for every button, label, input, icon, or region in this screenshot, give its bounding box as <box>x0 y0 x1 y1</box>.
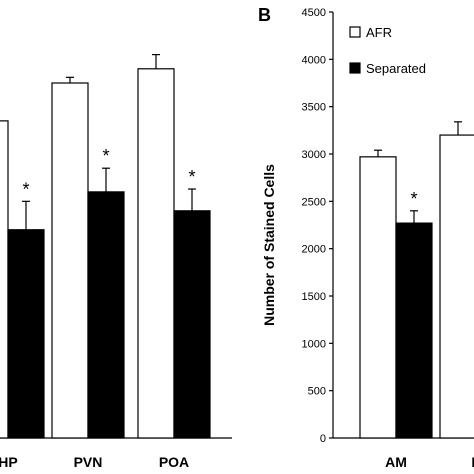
bar-pvn-afr <box>51 82 89 439</box>
bar-pvn-separated <box>87 191 125 439</box>
bar-poa-afr <box>137 68 175 439</box>
y-tick-label-4000: 4000 <box>302 54 326 66</box>
category-label-pvn: PVN <box>74 454 103 470</box>
y-tick-label-1000: 1000 <box>302 338 326 350</box>
y-tick-label-1500: 1500 <box>302 291 326 303</box>
y-tick-label-4500: 4500 <box>302 7 326 19</box>
y-tick-label-2500: 2500 <box>302 196 326 208</box>
significance-marker-pvn: * <box>102 146 109 166</box>
y-tick-label-3000: 3000 <box>302 149 326 161</box>
legend-label-afr: AFR <box>366 25 392 40</box>
category-label-hp: HP <box>0 454 18 470</box>
y-tick-label-500: 500 <box>308 386 326 398</box>
y-tick-label-3500: 3500 <box>302 102 326 114</box>
right-panel: B Number of Stained Cells 0 500 1000 1500 20… <box>258 5 474 470</box>
y-tick-label-0: 0 <box>320 433 326 445</box>
bar-hp-afr <box>0 120 9 439</box>
bar-am-afr <box>359 156 397 439</box>
significance-marker-am: * <box>410 189 417 209</box>
bar-hp-separated <box>7 229 45 439</box>
y-tick-label-2000: 2000 <box>302 244 326 256</box>
bar-am-separated <box>395 222 433 439</box>
bar-poa-separated <box>173 210 211 439</box>
legend-swatch-separated <box>349 62 361 74</box>
category-label-poa: POA <box>159 454 189 470</box>
significance-marker-poa: * <box>188 167 195 187</box>
significance-marker-hp: * <box>22 179 29 199</box>
legend-label-separated: Separated <box>366 61 426 76</box>
left-panel: * HP * PVN * POA <box>0 53 232 470</box>
legend-swatch-afr <box>349 26 361 38</box>
bar-p-afr <box>439 134 474 439</box>
category-label-p: P <box>471 454 474 470</box>
panel-letter: B <box>258 5 271 25</box>
category-label-am: AM <box>385 454 407 470</box>
y-axis-title: Number of Stained Cells <box>261 164 277 326</box>
